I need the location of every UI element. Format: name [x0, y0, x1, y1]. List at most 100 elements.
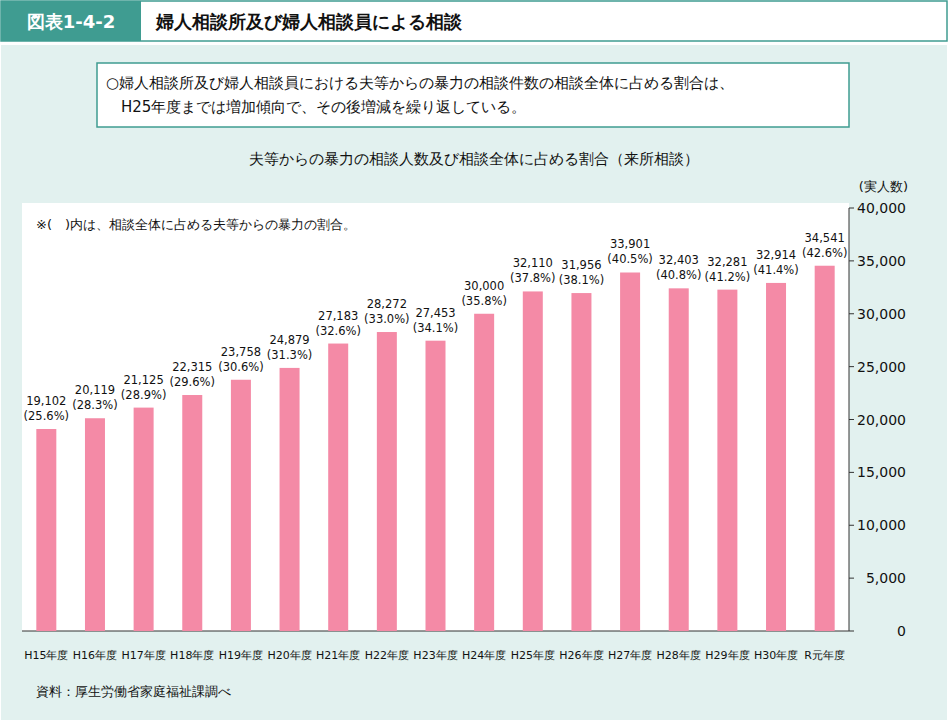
- source: 資料：厚生労働省家庭福祉課調べ: [36, 684, 231, 699]
- percent-label: (29.6%): [170, 375, 216, 389]
- value-label: 32,403: [659, 253, 699, 267]
- bar: [474, 314, 494, 631]
- x-tick-label: H21年度: [316, 649, 360, 662]
- percent-label: (37.8%): [510, 271, 556, 285]
- percent-label: (28.9%): [121, 388, 167, 402]
- value-label: 21,125: [123, 373, 163, 387]
- percent-label: (40.5%): [607, 252, 653, 266]
- background: [0, 0, 948, 721]
- percent-label: (40.8%): [656, 268, 702, 282]
- value-label: 32,110: [513, 256, 553, 270]
- y-tick-label: 15,000: [857, 464, 906, 480]
- value-label: 19,102: [26, 394, 66, 408]
- x-tick-label: H27年度: [608, 649, 652, 662]
- bar: [231, 380, 251, 631]
- x-tick-label: H26年度: [559, 649, 603, 662]
- x-tick-label: H25年度: [511, 649, 555, 662]
- x-tick-label: H18年度: [170, 649, 214, 662]
- value-label: 23,758: [221, 345, 261, 359]
- chart-title: 夫等からの暴力の相談人数及び相談全体に占める割合（来所相談）: [249, 150, 699, 168]
- y-tick: [849, 631, 854, 632]
- bar: [815, 266, 835, 631]
- value-label: 33,901: [610, 237, 650, 251]
- y-tick: [849, 419, 854, 420]
- value-label: 32,914: [756, 248, 796, 262]
- percent-label: (30.6%): [218, 360, 264, 374]
- bar: [377, 332, 397, 631]
- value-label: 28,272: [367, 297, 407, 311]
- bar: [717, 290, 737, 631]
- bar: [36, 429, 56, 631]
- summary-line: H25年度までは増加傾向で、その後増減を繰り返している。: [121, 98, 526, 116]
- percent-label: (42.6%): [802, 246, 848, 260]
- percent-label: (25.6%): [24, 409, 70, 423]
- figure-label: 図表1-4-2: [27, 11, 116, 32]
- bar: [620, 272, 640, 631]
- percent-label: (33.0%): [364, 312, 410, 326]
- bar: [134, 408, 154, 631]
- summary-line: ○婦人相談所及び婦人相談員における夫等からの暴力の相談件数の相談全体に占める割合…: [106, 74, 734, 92]
- percent-label: (28.3%): [72, 398, 118, 412]
- x-tick-label: H15年度: [24, 649, 68, 662]
- y-tick: [849, 366, 854, 367]
- value-label: 32,281: [707, 255, 747, 269]
- bars: [36, 266, 834, 631]
- percent-label: (32.6%): [315, 324, 361, 338]
- y-tick-label: 40,000: [857, 200, 906, 216]
- value-label: 30,000: [464, 279, 504, 293]
- y-tick-label: 0: [897, 623, 906, 639]
- value-label: 34,541: [805, 231, 845, 245]
- bar: [328, 344, 348, 631]
- y-tick-label: 20,000: [857, 412, 906, 428]
- y-tick: [849, 525, 854, 526]
- panel: [1, 45, 947, 720]
- x-tick-label: H30年度: [754, 649, 798, 662]
- x-tick-label: H22年度: [365, 649, 409, 662]
- bar: [523, 291, 543, 631]
- x-tick-label: H28年度: [657, 649, 701, 662]
- y-tick-label: 5,000: [866, 570, 906, 586]
- figure: 図表1-4-2 婦人相談所及び婦人相談員による相談 ○婦人相談所及び婦人相談員におけ…: [0, 0, 948, 721]
- x-tick-label: H19年度: [219, 649, 263, 662]
- y-tick: [849, 578, 854, 579]
- value-label: 24,879: [269, 333, 309, 347]
- value-label: 27,453: [415, 306, 455, 320]
- header-label-box: [1, 1, 141, 41]
- value-label: 31,956: [561, 258, 601, 272]
- y-tick-label: 25,000: [857, 359, 906, 375]
- annotation: ※( )内は、相談全体に占める夫等からの暴力の割合。: [36, 217, 356, 232]
- percent-label: (34.1%): [413, 321, 459, 335]
- bar: [85, 418, 105, 631]
- y-tick: [849, 208, 854, 209]
- x-tick-label: H17年度: [121, 649, 165, 662]
- x-tick-label: H24年度: [462, 649, 506, 662]
- y-tick: [849, 313, 854, 314]
- summary-box: [97, 63, 849, 127]
- bar: [426, 341, 446, 631]
- bar: [669, 288, 689, 631]
- y-tick-label: 30,000: [857, 306, 906, 322]
- percent-label: (38.1%): [559, 273, 605, 287]
- y-axis-label: (実人数): [859, 179, 908, 194]
- x-tick-label: H23年度: [413, 649, 457, 662]
- percent-label: (41.2%): [705, 270, 751, 284]
- bar: [182, 395, 202, 631]
- y-tick-label: 35,000: [857, 253, 906, 269]
- y-tick-label: 10,000: [857, 517, 906, 533]
- header-frame: [1, 1, 947, 41]
- x-tick-label: R元年度: [804, 649, 845, 662]
- value-label: 27,183: [318, 309, 358, 323]
- bar: [766, 283, 786, 631]
- bar: [280, 368, 300, 631]
- value-label: 22,315: [172, 360, 212, 374]
- header-title: 婦人相談所及び婦人相談員による相談: [155, 11, 463, 32]
- x-tick-label: H16年度: [73, 649, 117, 662]
- y-tick: [849, 472, 854, 473]
- value-label: 20,119: [75, 383, 115, 397]
- x-tick-label: H29年度: [705, 649, 749, 662]
- y-tick: [849, 260, 854, 261]
- percent-label: (35.8%): [461, 294, 507, 308]
- bar: [571, 293, 591, 631]
- plot-area: [22, 203, 849, 631]
- percent-label: (41.4%): [753, 263, 799, 277]
